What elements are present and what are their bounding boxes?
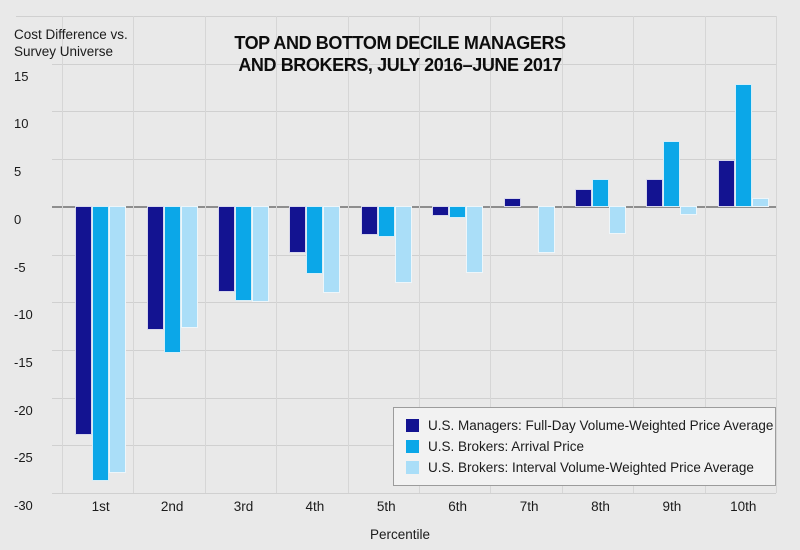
v-gridline [276, 16, 278, 493]
y-tick-label: 15 [14, 68, 29, 84]
legend-row: U.S. Managers: Full-Day Volume-Weighted … [406, 415, 773, 436]
v-gridline [133, 16, 135, 493]
bar-3rd-series0 [218, 205, 235, 292]
bar-8th-series1 [592, 179, 609, 207]
x-tick-label: 10th [730, 499, 757, 514]
h-gridline [52, 397, 776, 399]
bar-6th-series0 [432, 205, 450, 217]
bar-5th-series0 [360, 205, 378, 236]
legend-row: U.S. Brokers: Arrival Price [406, 436, 765, 457]
h-gridline [52, 493, 776, 494]
v-gridline [561, 16, 563, 493]
zero-gridline [52, 205, 776, 208]
y-axis-title-line1: Cost Difference vs. [14, 27, 128, 42]
v-gridline [204, 16, 206, 493]
y-tick-label: -25 [14, 450, 33, 466]
y-tick-label: 10 [14, 116, 29, 132]
x-tick-label: 6th [448, 499, 468, 514]
y-tick-label: -15 [14, 354, 33, 370]
bar-10th-series2 [751, 198, 769, 207]
bar-3rd-series2 [252, 205, 269, 303]
v-gridline [490, 16, 492, 493]
y-tick-label: -5 [14, 259, 26, 275]
bar-3rd-series1 [235, 205, 252, 302]
h-gridline [16, 16, 776, 17]
v-gridline [419, 16, 420, 493]
bar-10th-series0 [717, 160, 735, 207]
bar-8th-series0 [575, 188, 592, 207]
bar-6th-series1 [449, 205, 467, 219]
x-tick-label: 9th [662, 499, 682, 514]
legend-swatch-brokers-interval [406, 461, 419, 474]
x-tick-label: 2nd [160, 499, 184, 514]
x-tick-label: 3rd [233, 499, 254, 514]
bar-5th-series2 [394, 205, 412, 284]
bar-10th-series1 [734, 83, 752, 207]
v-gridline [704, 16, 706, 493]
x-tick-label: 8th [591, 499, 610, 514]
legend-row: U.S. Brokers: Interval Volume-Weighted P… [406, 457, 765, 478]
bar-4th-series2 [323, 205, 341, 293]
x-axis-title: Percentile [369, 527, 431, 542]
x-tick-label: 4th [305, 499, 325, 514]
x-tick-label: 5th [376, 499, 396, 514]
h-gridline [52, 302, 776, 304]
bar-6th-series2 [466, 205, 484, 273]
legend-label-managers-fullday: U.S. Managers: Full-Day Volume-Weighted … [428, 418, 774, 433]
y-tick-label: 5 [14, 164, 22, 180]
chart-title-line1: TOP AND BOTTOM DECILE MANAGERS [234, 33, 566, 53]
h-gridline [52, 349, 776, 351]
chart-title: TOP AND BOTTOM DECILE MANAGERS AND BROKE… [0, 32, 800, 76]
bar-9th-series2 [680, 205, 698, 216]
v-gridline [62, 16, 63, 493]
bar-7th-series0 [503, 198, 521, 207]
legend-label-brokers-interval: U.S. Brokers: Interval Volume-Weighted P… [428, 460, 754, 475]
v-gridline [776, 16, 777, 493]
h-gridline [52, 111, 776, 113]
bar-9th-series0 [646, 179, 664, 207]
y-axis-title-line2: Survey Universe [14, 44, 114, 59]
bar-1st-series1 [92, 205, 110, 481]
h-gridline [52, 254, 776, 256]
y-tick-label: -30 [14, 498, 33, 513]
bar-8th-series2 [609, 205, 626, 235]
y-tick-label: -20 [14, 402, 33, 418]
bar-7th-series2 [537, 205, 555, 253]
legend-swatch-managers-fullday [406, 419, 419, 432]
chart-title-line2: AND BROKERS, JULY 2016–JUNE 2017 [238, 55, 562, 75]
bar-1st-series2 [109, 205, 127, 473]
h-gridline [52, 63, 776, 65]
bar-2nd-series1 [163, 205, 181, 353]
bar-4th-series1 [306, 205, 324, 274]
legend: U.S. Managers: Full-Day Volume-Weighted … [393, 407, 776, 486]
legend-label-brokers-arrival: U.S. Brokers: Arrival Price [428, 439, 585, 454]
bar-5th-series1 [377, 205, 395, 238]
bar-2nd-series0 [146, 205, 164, 330]
h-gridline [52, 159, 776, 161]
y-tick-label: 0 [14, 211, 22, 227]
y-tick-label: -10 [14, 307, 33, 323]
bar-1st-series0 [75, 205, 93, 435]
legend-swatch-brokers-arrival [406, 440, 419, 453]
bar-2nd-series2 [180, 205, 198, 328]
v-gridline [347, 16, 349, 493]
v-gridline [633, 16, 635, 493]
x-tick-label: 7th [519, 499, 539, 514]
y-axis-title: Cost Difference vs. Survey Universe [14, 26, 128, 60]
x-tick-label: 1st [91, 499, 110, 514]
bar-4th-series0 [289, 205, 307, 254]
bar-9th-series1 [663, 140, 681, 207]
